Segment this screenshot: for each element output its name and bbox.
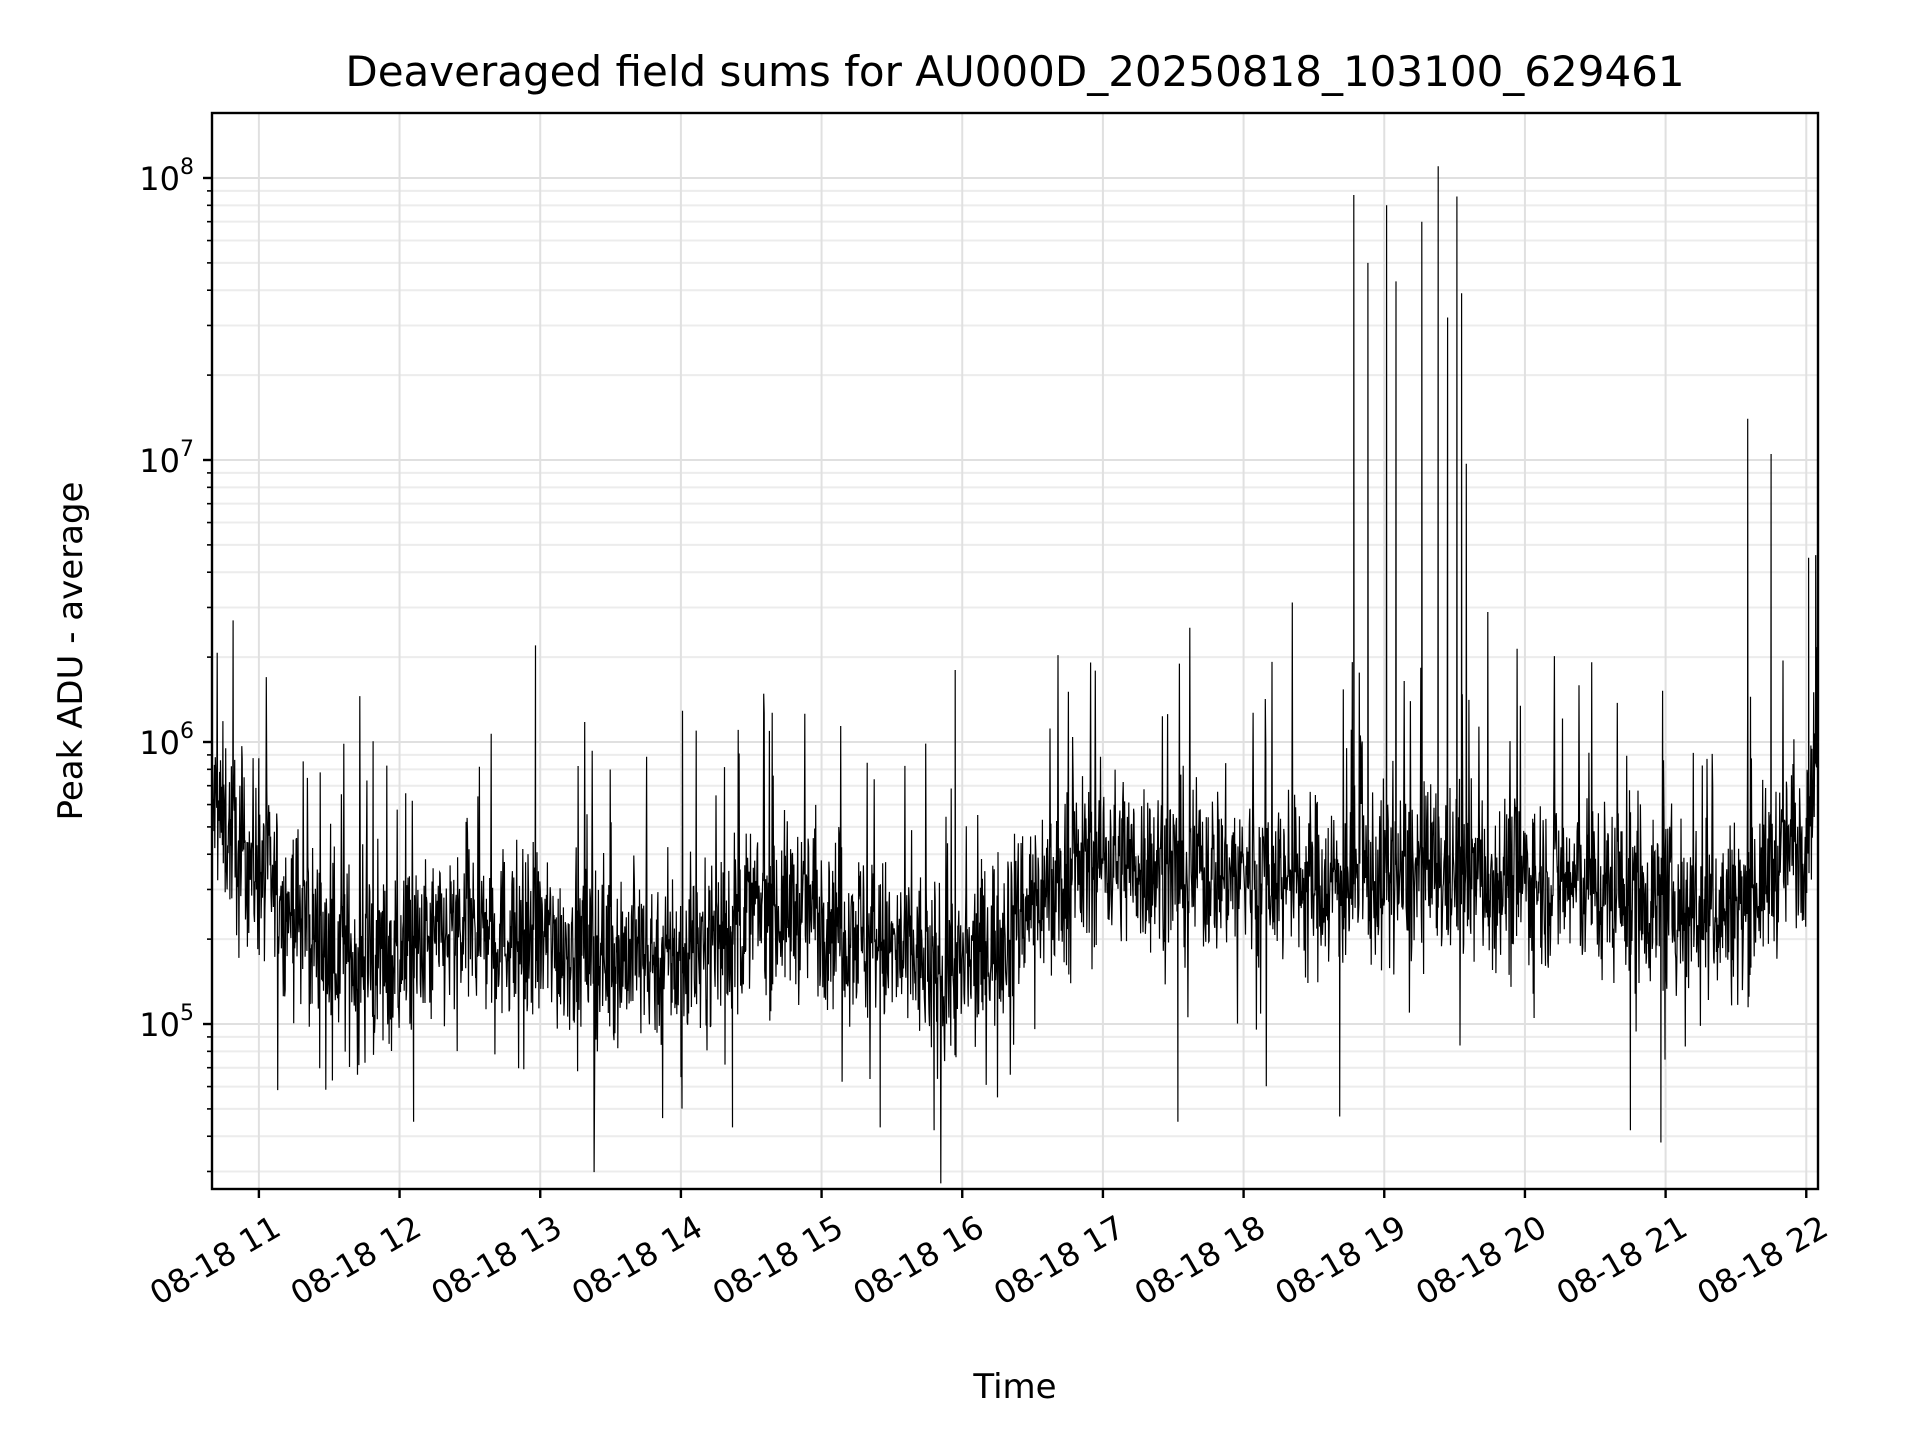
x-tick-label: 08-18 22 — [1691, 1208, 1835, 1313]
x-tick-label: 08-18 20 — [1409, 1208, 1553, 1313]
plot-frame — [210, 111, 1820, 1191]
x-tick-label: 08-18 14 — [565, 1208, 709, 1313]
y-tick-label: 107 — [139, 437, 194, 480]
y-tick-label: 105 — [139, 1001, 194, 1044]
x-tick-label: 08-18 21 — [1550, 1208, 1694, 1313]
y-axis-label: Peak ADU - average — [51, 482, 91, 821]
x-tick-label: 08-18 18 — [1128, 1208, 1272, 1313]
series-line — [211, 166, 1819, 1184]
x-tick-label: 08-18 15 — [706, 1208, 850, 1313]
x-tick-label: 08-18 17 — [987, 1208, 1131, 1313]
y-axis: 105 106 107 108 — [139, 155, 212, 1173]
x-tick-label: 08-18 11 — [143, 1208, 287, 1313]
x-tick-label: 08-18 16 — [847, 1208, 991, 1313]
x-tick-label: 08-18 19 — [1269, 1208, 1413, 1313]
grid — [212, 113, 1818, 1189]
y-tick-label: 108 — [139, 155, 194, 198]
chart-title: Deaveraged field sums for AU000D_2025081… — [345, 47, 1684, 96]
x-tick-label: 08-18 13 — [425, 1208, 569, 1313]
x-tick-label: 08-18 12 — [284, 1208, 428, 1313]
y-tick-label: 106 — [139, 719, 194, 762]
series-layer — [211, 166, 1819, 1184]
x-axis-label: Time — [972, 1367, 1056, 1407]
